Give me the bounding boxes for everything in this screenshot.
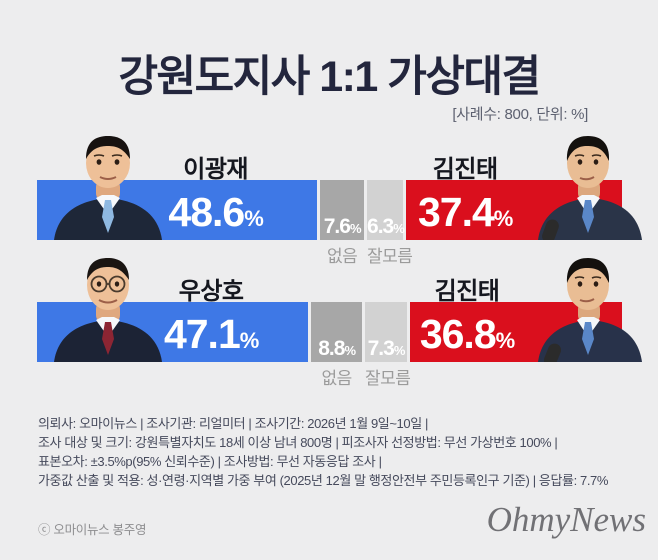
percent-sign: % (349, 221, 362, 236)
candidate-photo-woo-sangho (46, 257, 170, 362)
person-portrait-icon (54, 136, 162, 240)
page-title: 강원도지사 1:1 가상대결 (118, 53, 541, 101)
value-number: 7.3 (367, 337, 395, 360)
percent-sign: % (344, 343, 356, 358)
value-dontknow: 7.3% (365, 337, 407, 361)
bar-none: 8.8% 없음 (311, 302, 362, 388)
value-number: 36.8 (419, 311, 497, 357)
label-none: 없음 (321, 369, 353, 388)
person-portrait-icon (538, 136, 642, 240)
label-dontknow: 잘모름 (367, 247, 413, 266)
person-portrait-icon (538, 258, 642, 362)
percent-sign: % (393, 221, 405, 236)
value-none: 8.8% (311, 337, 362, 361)
label-none: 없음 (326, 247, 358, 266)
survey-methodology: 의뢰사: 오마이뉴스 | 조사기관: 리얼미터 | 조사기간: 2026년 1월… (38, 414, 628, 490)
bar-dontknow: 6.3% 잘모름 (367, 180, 413, 266)
percent-sign: % (244, 206, 264, 231)
value-number: 47.1 (163, 311, 241, 357)
candidate-name-left: 이광재 (183, 156, 248, 183)
methodology-line: 조사 대상 및 크기: 강원특별자치도 18세 이상 남녀 800명 | 피조사… (38, 435, 558, 450)
percent-sign: % (239, 328, 260, 353)
copyright-credit: ⓒ 오마이뉴스 봉주영 (38, 523, 147, 537)
methodology-line: 가중값 산출 및 적용: 성·연령·지역별 가중 부여 (2025년 12월 말… (38, 473, 609, 488)
value-number: 8.8 (318, 337, 345, 360)
bar-none: 7.6% 없음 (320, 180, 365, 266)
value-number: 48.6 (168, 189, 245, 235)
ohmynews-logo: OhmyNews (486, 500, 646, 539)
candidate-name-right: 김진태 (434, 278, 500, 305)
candidate-photo-lee-kwangjae (46, 135, 170, 240)
value-none: 7.6% (320, 215, 364, 239)
person-portrait-icon (54, 258, 162, 362)
value-number: 6.3 (367, 215, 394, 238)
percent-sign: % (393, 343, 406, 358)
value-number: 7.6 (323, 215, 351, 238)
label-dontknow: 잘모름 (364, 369, 411, 388)
candidate-name-left: 우상호 (178, 278, 244, 305)
candidate-photo-kim-jintae-1 (524, 135, 656, 240)
value-right: 36.8% (410, 311, 524, 358)
value-dontknow: 6.3% (367, 215, 405, 239)
value-left: 47.1% (132, 311, 290, 358)
value-right: 37.4% (406, 189, 524, 236)
methodology-line: 의뢰사: 오마이뉴스 | 조사기관: 리얼미터 | 조사기간: 2026년 1월… (38, 416, 428, 431)
candidate-photo-kim-jintae-2 (524, 257, 656, 362)
percent-sign: % (493, 206, 514, 231)
percent-sign: % (495, 328, 516, 353)
value-number: 37.4 (417, 189, 495, 235)
candidate-name-right: 김진태 (432, 156, 498, 183)
methodology-line: 표본오차: ±3.5%p(95% 신뢰수준) | 조사방법: 무선 자동응답 조… (38, 454, 382, 469)
value-left: 48.6% (132, 189, 299, 236)
bar-dontknow: 7.3% 잘모름 (364, 302, 411, 388)
sample-size-note: [사례수: 800, 단위: %] (452, 106, 588, 123)
bar-left-candidate: 우상호 47.1% (37, 278, 309, 362)
